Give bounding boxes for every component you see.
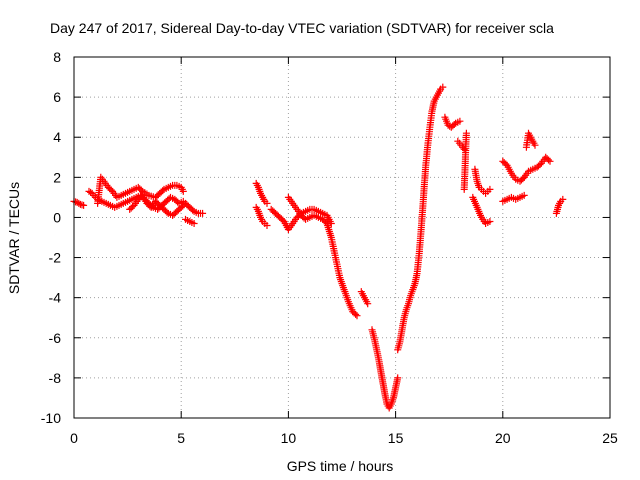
- data-point: [460, 145, 468, 153]
- data-point: [87, 188, 95, 196]
- y-tick-label: 2: [53, 169, 61, 185]
- data-point: [545, 156, 552, 164]
- data-point: [159, 187, 167, 195]
- chart-title: Day 247 of 2017, Sidereal Day-to-day VTE…: [50, 20, 554, 36]
- data-point: [394, 374, 402, 382]
- data-point: [486, 185, 494, 193]
- data-point: [439, 83, 447, 91]
- y-tick-label: 0: [53, 209, 61, 225]
- x-tick-label: 25: [602, 430, 618, 446]
- data-point: [263, 199, 271, 207]
- data-point: [546, 157, 554, 165]
- data-point: [531, 141, 539, 149]
- x-axis-label: GPS time / hours: [287, 458, 394, 474]
- grid-lines: [74, 57, 610, 418]
- data-point: [352, 310, 360, 318]
- x-tick-label: 5: [177, 430, 185, 446]
- data-point: [486, 218, 494, 225]
- y-tick-label: -6: [49, 330, 62, 346]
- axis-ticks: 0 5 10 15 20 25 -10 -8 -6 -4 -2 0 2 4 6 8: [41, 49, 618, 446]
- data-point: [179, 187, 187, 195]
- x-tick-label: 15: [388, 430, 404, 446]
- x-tick-label: 20: [495, 430, 511, 446]
- y-tick-label: -4: [49, 290, 62, 306]
- y-tick-label: -2: [49, 250, 62, 266]
- data-point: [75, 199, 83, 207]
- data-point: [353, 312, 361, 320]
- data-point: [199, 209, 207, 217]
- data-point: [559, 195, 567, 203]
- y-tick-label: 4: [53, 129, 61, 145]
- data-points: [70, 83, 567, 412]
- data-point: [450, 121, 458, 128]
- y-tick-label: 8: [53, 49, 61, 65]
- x-tick-label: 0: [70, 430, 78, 446]
- data-point: [364, 300, 372, 308]
- data-point: [190, 220, 198, 227]
- y-tick-label: -8: [49, 370, 62, 386]
- y-tick-label: 6: [53, 89, 61, 105]
- plot-frame: [73, 56, 611, 419]
- x-tick-label: 10: [281, 430, 297, 446]
- y-axis-label: SDTVAR / TECUs: [6, 182, 22, 294]
- data-point: [456, 117, 464, 125]
- data-point: [163, 208, 171, 216]
- data-point: [462, 129, 470, 137]
- data-point: [520, 191, 528, 199]
- data-point: [189, 206, 197, 214]
- data-point: [263, 222, 271, 229]
- y-tick-label: -10: [41, 410, 61, 426]
- data-point: [80, 201, 88, 209]
- data-point: [137, 186, 145, 194]
